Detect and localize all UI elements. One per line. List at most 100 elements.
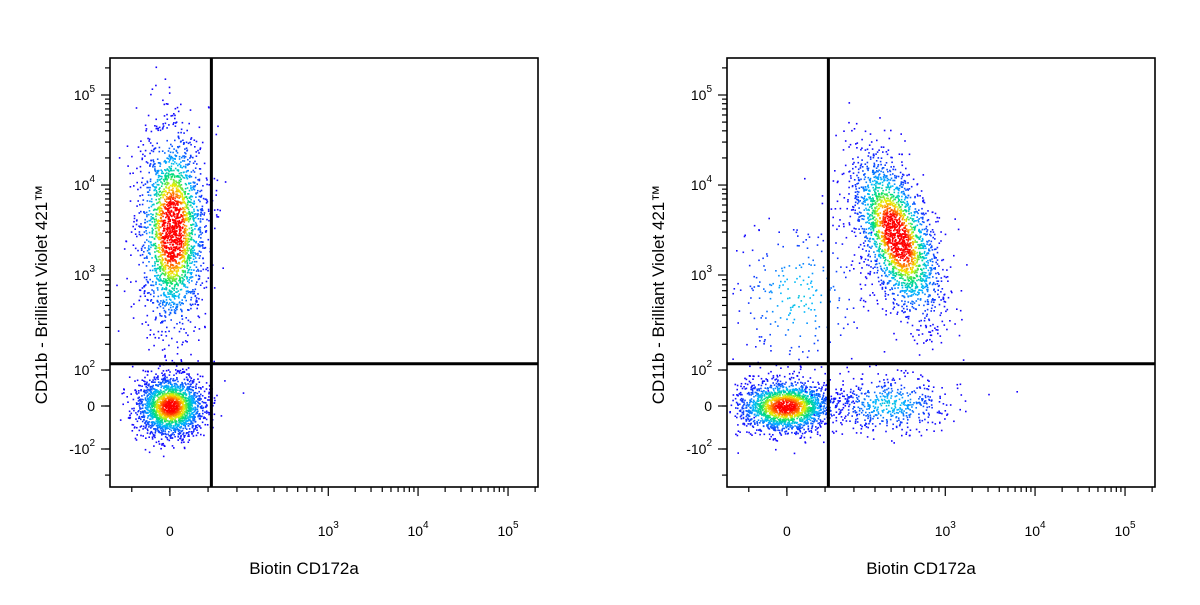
data-point	[187, 207, 189, 209]
data-point	[197, 293, 199, 295]
data-point	[155, 317, 157, 319]
data-point	[159, 424, 161, 426]
data-point	[177, 275, 179, 277]
data-point	[861, 147, 863, 149]
data-point	[150, 409, 152, 411]
data-point	[176, 272, 178, 274]
data-point	[161, 192, 163, 194]
data-point	[184, 160, 186, 162]
data-point	[168, 183, 170, 185]
data-point	[185, 286, 187, 288]
data-point	[162, 304, 164, 306]
data-point	[178, 132, 180, 134]
data-point	[142, 287, 144, 289]
data-point	[181, 240, 183, 242]
data-point	[140, 296, 142, 298]
data-point	[177, 436, 179, 438]
data-point	[188, 238, 190, 240]
data-point	[189, 228, 191, 230]
data-point	[133, 408, 135, 410]
data-point	[163, 401, 165, 403]
data-point	[202, 244, 204, 246]
data-point	[160, 270, 162, 272]
data-point	[192, 202, 194, 204]
data-point	[884, 205, 886, 207]
data-point	[905, 251, 907, 253]
data-point	[164, 199, 166, 201]
data-point	[174, 183, 176, 185]
data-point	[172, 432, 174, 434]
data-point	[172, 197, 174, 199]
data-point	[153, 204, 155, 206]
data-point	[186, 217, 188, 219]
data-point	[180, 230, 182, 232]
data-point	[177, 381, 179, 383]
data-point	[179, 217, 181, 219]
data-point	[956, 308, 958, 310]
data-point	[184, 258, 186, 260]
data-point	[180, 226, 182, 228]
data-point	[166, 240, 168, 242]
data-point	[140, 235, 142, 237]
data-point	[186, 214, 188, 216]
data-point	[158, 331, 160, 333]
data-point	[171, 163, 173, 165]
data-point	[180, 426, 182, 428]
data-point	[146, 279, 148, 281]
data-point	[179, 293, 181, 295]
data-point	[176, 270, 178, 272]
data-point	[176, 341, 178, 343]
data-point	[196, 155, 198, 157]
data-point	[204, 212, 206, 214]
data-point	[155, 255, 157, 257]
data-point	[192, 250, 194, 252]
data-point	[184, 382, 186, 384]
data-point	[166, 179, 168, 181]
data-point	[175, 399, 177, 401]
data-point	[160, 279, 162, 281]
data-point	[926, 314, 928, 316]
data-point	[150, 294, 152, 296]
data-point	[148, 245, 150, 247]
data-point	[152, 232, 154, 234]
data-point	[191, 254, 193, 256]
data-point	[168, 228, 170, 230]
data-point	[155, 412, 157, 414]
data-point	[159, 223, 161, 225]
data-point	[161, 249, 163, 251]
data-point	[145, 407, 147, 409]
data-point	[177, 107, 179, 109]
data-point	[197, 360, 199, 362]
data-point	[187, 170, 189, 172]
data-point	[194, 245, 196, 247]
data-point	[162, 259, 164, 261]
data-point	[188, 176, 190, 178]
data-point	[198, 275, 200, 277]
data-point	[156, 143, 158, 145]
data-point	[180, 233, 182, 235]
data-point	[179, 229, 181, 231]
data-point	[178, 413, 180, 415]
data-point	[181, 311, 183, 313]
data-point	[170, 256, 172, 258]
data-point	[169, 223, 171, 225]
data-point	[194, 228, 196, 230]
data-point	[189, 413, 191, 415]
data-point	[183, 279, 185, 281]
data-point	[191, 227, 193, 229]
data-point	[130, 186, 132, 188]
data-point	[189, 404, 191, 406]
data-point	[199, 149, 201, 151]
data-point	[161, 424, 163, 426]
data-point	[201, 416, 203, 418]
data-point	[184, 225, 186, 227]
data-point	[178, 267, 180, 269]
data-point	[155, 199, 157, 201]
data-point	[157, 394, 159, 396]
data-point	[158, 175, 160, 177]
data-point	[182, 211, 184, 213]
data-point	[154, 238, 156, 240]
data-point	[156, 195, 158, 197]
data-point	[195, 289, 197, 291]
data-point	[136, 224, 138, 226]
